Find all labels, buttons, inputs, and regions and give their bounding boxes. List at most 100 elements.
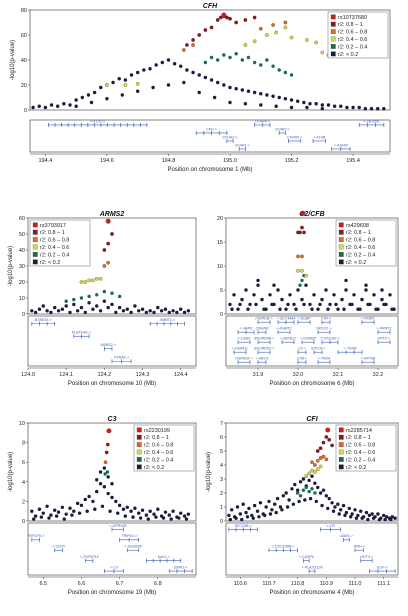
gene-track-frame (27, 522, 197, 576)
snp-point (289, 73, 294, 77)
exon (281, 340, 283, 345)
legend-entry: r2: 0.4 – 0.6 (144, 450, 173, 456)
snp-point (283, 97, 288, 101)
snp-point (310, 474, 314, 478)
exon (358, 122, 360, 127)
snp-point (146, 517, 150, 521)
exon (104, 346, 105, 351)
exon (48, 122, 49, 127)
exon (269, 350, 271, 355)
exon (317, 360, 319, 365)
gene: SNORD48-> (254, 337, 274, 345)
snp-point (366, 517, 370, 522)
exon (293, 320, 295, 325)
snp-point (321, 454, 326, 459)
snp-point (360, 516, 364, 520)
y-tick-label: 0 (22, 519, 25, 525)
snp-point (182, 310, 187, 315)
snp-point (60, 307, 65, 311)
snp-point (221, 12, 227, 18)
y-axis-label: -log10(p-value) (10, 40, 16, 80)
legend-entry: r2: < 0.2 (346, 260, 366, 266)
snp-point (87, 494, 91, 499)
snp-point (156, 507, 160, 511)
gene-label: ARMS2-> (99, 343, 116, 347)
snp-point (289, 35, 294, 40)
gene-label: <-ZBTB12 (280, 337, 296, 341)
snp-point (142, 68, 146, 72)
gene-label: <-F13B (313, 135, 325, 139)
y-tick-label: 15 (217, 240, 223, 246)
gene: <-SH2D3A (124, 545, 142, 553)
gene: LRIT3-> (360, 555, 373, 563)
snp-point (110, 291, 114, 295)
snp-point (298, 230, 302, 235)
x-tick-label: 110.6 (234, 581, 247, 587)
gene-label: CFHR1-> (235, 143, 250, 147)
snp-point (342, 307, 346, 311)
snp-point (114, 499, 118, 504)
snp-point (72, 302, 76, 307)
snp-point (30, 309, 34, 313)
snp-point (125, 307, 129, 311)
gene: <-GPR108 (109, 524, 126, 532)
exon (245, 146, 246, 151)
snp-point (191, 38, 195, 42)
y-tick-label: 0 (220, 519, 223, 525)
exon (285, 320, 287, 325)
snp-point (79, 280, 84, 284)
snp-point (105, 470, 110, 474)
gene-label: <-ATF6B (361, 357, 376, 361)
gene: C4A-> (321, 317, 331, 325)
snp-point (300, 268, 304, 273)
gene-label: <-C3 (110, 565, 118, 569)
snp-point (376, 512, 380, 516)
snp-point (265, 58, 269, 62)
snp-point (64, 304, 68, 308)
snp-point (87, 278, 91, 283)
exon (128, 537, 130, 542)
gene: HTRA1-> (111, 356, 132, 364)
gene-label: <-EGBP (297, 317, 311, 321)
snp-point (37, 307, 42, 311)
snp-point (172, 62, 177, 66)
snp-point (154, 63, 158, 67)
exon (173, 558, 175, 563)
snp-point (327, 496, 331, 501)
snp-point (203, 60, 208, 65)
snp-point (252, 90, 257, 95)
snp-point (234, 20, 238, 25)
snp-point (144, 310, 149, 315)
gene: CFHR2-> (275, 127, 290, 135)
snp-point (160, 60, 165, 65)
snp-point (171, 309, 175, 313)
gene: <-HSPA1L (232, 347, 248, 355)
plot-frame (27, 422, 197, 522)
exon (269, 320, 271, 325)
gene: GAR1-> (340, 534, 353, 542)
exon (67, 122, 69, 127)
snp-point (87, 301, 91, 305)
snp-point (315, 458, 320, 463)
snp-point (257, 515, 261, 519)
snp-point (120, 93, 125, 97)
legend-swatch (338, 259, 344, 265)
snp-point (248, 302, 252, 307)
gene: HSPA1A-> (235, 357, 253, 365)
snp-point (252, 15, 257, 20)
snp-point (275, 496, 280, 501)
snp-point (225, 15, 229, 20)
exon (54, 122, 56, 127)
snp-point (62, 102, 66, 106)
exon (54, 548, 56, 553)
exon (265, 330, 267, 335)
y-tick-label: 10 (19, 421, 25, 427)
exon (329, 340, 331, 345)
snp-point (53, 305, 57, 310)
snp-point (135, 89, 140, 93)
exon (321, 340, 323, 345)
snp-point (227, 513, 231, 518)
y-tick-label: 5 (220, 288, 223, 294)
